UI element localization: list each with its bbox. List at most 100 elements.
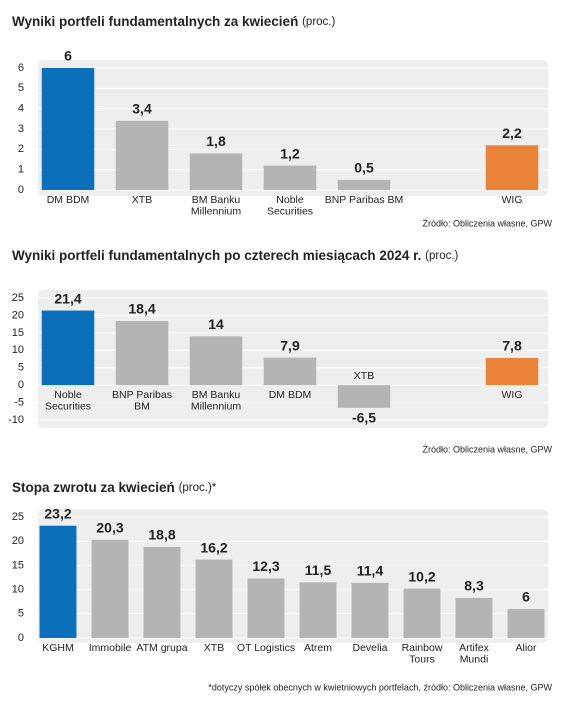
- x-tick-label: BM Banku Millennium: [191, 389, 241, 413]
- bar: [91, 539, 129, 638]
- x-tick-label: Atrem: [304, 642, 332, 654]
- x-tick-label: Noble Securities: [45, 389, 91, 413]
- value-label: 16,2: [200, 539, 227, 555]
- x-tick-label: Artifex Mundi: [459, 642, 490, 666]
- bar: [455, 597, 493, 638]
- bar: [115, 321, 169, 386]
- x-tick-label: BM Banku Millennium: [191, 194, 241, 218]
- y-tick-label: 5: [18, 608, 24, 620]
- x-tick-label: WIG: [502, 389, 523, 401]
- value-label: 20,3: [96, 519, 123, 535]
- y-tick-label: 10: [12, 584, 24, 596]
- y-tick-label: 4: [18, 103, 24, 115]
- x-tick-label: Immobile: [89, 642, 132, 654]
- y-tick-label: 20: [12, 309, 24, 321]
- value-label: 7,9: [280, 337, 300, 353]
- value-label: 14: [208, 316, 224, 332]
- value-label: 21,4: [54, 290, 81, 306]
- bar: [263, 165, 317, 190]
- chart-title: Wyniki portfeli fundamentalnych za kwiec…: [12, 14, 335, 29]
- value-label: 0,5: [354, 160, 374, 176]
- title-text: Wyniki portfeli fundamentalnych za kwiec…: [12, 14, 298, 29]
- x-tick-label: ATM grupa: [136, 642, 187, 654]
- x-tick-label: XTB: [354, 370, 374, 382]
- value-label: 8,3: [464, 578, 484, 594]
- x-tick-label: OT Logistics: [237, 642, 295, 654]
- bar: [337, 179, 391, 190]
- title-unit: (proc.): [425, 250, 458, 262]
- bar: [485, 145, 539, 190]
- value-label: 1,2: [280, 145, 300, 161]
- y-tick-label: -10: [8, 414, 24, 426]
- x-tick-label: DM BDM: [269, 389, 312, 401]
- source-note: Źródło: Obliczenia własne, GPW: [422, 444, 552, 454]
- value-label: 6: [522, 589, 530, 605]
- bar: [247, 578, 285, 638]
- y-tick-label: 0: [18, 632, 24, 644]
- value-label: 7,8: [502, 338, 522, 354]
- y-tick-label: 15: [12, 327, 24, 339]
- chart-title: Stopa zwrotu za kwiecień (proc.)*: [12, 480, 217, 495]
- bar: [337, 385, 391, 408]
- x-tick-label: Rainbow Tours: [402, 642, 443, 666]
- source-note: Źródło: Obliczenia własne, GPW: [422, 218, 552, 228]
- title-unit: (proc.)*: [179, 482, 217, 494]
- y-tick-label: 2: [18, 143, 24, 155]
- y-tick-label: -5: [14, 396, 24, 408]
- x-tick-label: Develia: [352, 642, 387, 654]
- value-label: 1,8: [206, 133, 226, 149]
- bar: [263, 357, 317, 386]
- title-text: Stopa zwrotu za kwiecień: [12, 480, 175, 495]
- x-tick-label: BNP Paribas BM: [112, 389, 172, 413]
- value-label: 23,2: [44, 505, 71, 521]
- value-label: 11,4: [357, 563, 384, 579]
- bar: [351, 582, 389, 638]
- bar: [115, 120, 169, 190]
- bar: [189, 153, 243, 190]
- x-tick-label: BNP Paribas BM: [325, 194, 404, 206]
- value-label: 10,2: [408, 568, 435, 584]
- bar: [39, 525, 77, 638]
- value-label: -6,5: [352, 410, 376, 426]
- bar: [143, 547, 181, 638]
- value-label: 6: [64, 48, 72, 64]
- value-label: 12,3: [252, 558, 279, 574]
- bar: [195, 559, 233, 638]
- y-tick-label: 5: [18, 362, 24, 374]
- y-tick-label: 0: [18, 184, 24, 196]
- bar: [299, 582, 337, 638]
- x-tick-label: WIG: [502, 194, 523, 206]
- x-tick-label: Alior: [515, 642, 537, 654]
- value-label: 2,2: [502, 125, 522, 141]
- y-tick-label: 0: [18, 379, 24, 391]
- value-label: 3,4: [132, 101, 152, 117]
- bar: [189, 336, 243, 386]
- x-tick-label: DM BDM: [47, 194, 90, 206]
- bar: [485, 357, 539, 386]
- y-tick-label: 25: [12, 511, 24, 523]
- bar: [507, 608, 545, 638]
- y-tick-label: 6: [18, 62, 24, 74]
- source-note: *dotyczy spółek obecnych w kwietniowych …: [208, 682, 552, 692]
- bar: [41, 68, 95, 190]
- y-tick-label: 10: [12, 344, 24, 356]
- x-tick-label: XTB: [132, 194, 152, 206]
- y-tick-label: 5: [18, 82, 24, 94]
- y-tick-label: 25: [12, 292, 24, 304]
- value-label: 11,5: [305, 562, 332, 578]
- bar: [403, 588, 441, 638]
- y-tick-label: 1: [18, 164, 24, 176]
- x-tick-label: XTB: [204, 642, 224, 654]
- value-label: 18,8: [148, 527, 175, 543]
- chart-title: Wyniki portfeli fundamentalnych po czter…: [12, 248, 459, 263]
- title-unit: (proc.): [302, 16, 335, 28]
- x-tick-label: KGHM: [42, 642, 74, 654]
- x-tick-label: Noble Securities: [267, 194, 313, 218]
- y-tick-label: 20: [12, 535, 24, 547]
- bar: [41, 310, 95, 386]
- title-text: Wyniki portfeli fundamentalnych po czter…: [12, 248, 421, 263]
- y-tick-label: 3: [18, 123, 24, 135]
- value-label: 18,4: [128, 301, 155, 317]
- y-tick-label: 15: [12, 559, 24, 571]
